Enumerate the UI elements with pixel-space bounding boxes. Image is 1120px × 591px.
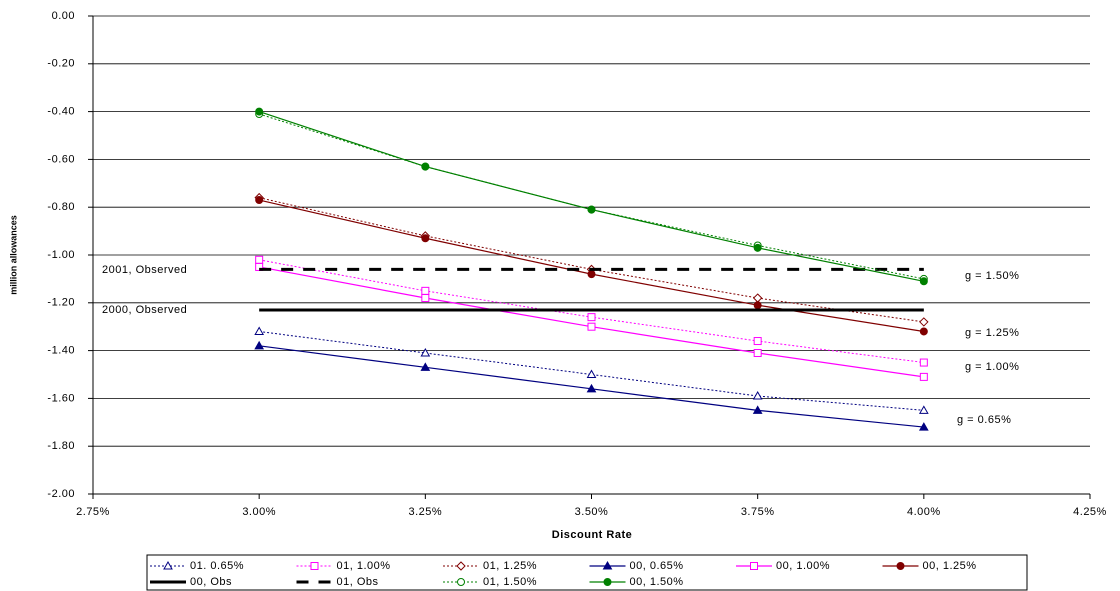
- x-tick-label: 3.75%: [741, 506, 775, 518]
- legend-label: 00, 0.65%: [630, 560, 684, 572]
- marker: [919, 277, 928, 286]
- x-tick-label: 3.50%: [575, 506, 609, 518]
- y-tick-label: -0.40: [47, 106, 75, 118]
- legend-label: 01, 1.25%: [483, 560, 537, 572]
- x-tick-label: 3.00%: [242, 506, 276, 518]
- y-tick-label: -0.80: [47, 201, 75, 213]
- legend-label: 00, 1.50%: [630, 576, 684, 588]
- legend-marker: [310, 562, 319, 570]
- y-axis-title: million allowances: [8, 215, 18, 295]
- legend-label: 01, Obs: [337, 576, 379, 588]
- marker: [421, 286, 430, 295]
- marker: [420, 347, 431, 357]
- marker: [752, 405, 763, 414]
- marker: [919, 327, 928, 336]
- marker: [752, 391, 763, 400]
- legend-label: 01, 1.50%: [483, 576, 537, 588]
- y-tick-label: -0.60: [47, 153, 75, 165]
- y-tick-label: -1.40: [47, 345, 75, 357]
- marker: [255, 196, 264, 205]
- legend-label: 01. 0.65%: [190, 560, 244, 572]
- x-tick-label: 4.00%: [907, 506, 941, 518]
- marker: [255, 255, 264, 264]
- marker: [918, 422, 929, 431]
- marker: [753, 337, 762, 346]
- marker: [753, 243, 762, 252]
- marker: [586, 383, 597, 393]
- y-tick-label: 0.00: [52, 10, 75, 22]
- legend-marker: [750, 562, 758, 570]
- marker: [919, 372, 928, 381]
- marker: [421, 294, 430, 303]
- annotation: g = 1.00%: [965, 361, 1019, 373]
- legend-marker: [456, 561, 466, 571]
- x-tick-label: 3.25%: [408, 506, 442, 518]
- marker: [753, 301, 762, 310]
- x-tick-label: 4.25%: [1073, 506, 1107, 518]
- marker: [753, 348, 762, 357]
- marker: [255, 107, 264, 116]
- marker: [420, 362, 431, 371]
- marker: [587, 270, 596, 279]
- legend-marker: [163, 560, 173, 570]
- marker: [421, 234, 430, 243]
- marker: [587, 313, 596, 322]
- legend-marker: [457, 578, 465, 586]
- y-tick-label: -1.20: [47, 297, 75, 309]
- legend-marker: [602, 560, 613, 570]
- marker: [918, 405, 929, 414]
- annotation: 2001, Observed: [102, 264, 187, 276]
- legend-label: 01, 1.00%: [337, 560, 391, 572]
- marker: [254, 326, 265, 335]
- annotation: 2000, Observed: [102, 304, 187, 316]
- y-tick-label: -1.60: [47, 392, 75, 404]
- legend-marker: [896, 562, 905, 570]
- y-tick-label: -0.20: [47, 58, 75, 70]
- y-tick-label: -1.00: [47, 249, 75, 261]
- marker: [587, 205, 596, 214]
- legend-box: [146, 554, 1028, 591]
- y-tick-label: -2.00: [47, 488, 75, 500]
- marker: [421, 162, 430, 171]
- annotation: g = 1.50%: [965, 270, 1019, 282]
- x-axis-title: Discount Rate: [552, 529, 632, 541]
- series-line: [259, 266, 924, 378]
- annotation: g = 1.25%: [965, 327, 1019, 339]
- series-line: [258, 111, 924, 282]
- legend-label: 00, Obs: [190, 576, 232, 588]
- y-tick-label: -1.80: [47, 440, 75, 452]
- marker: [919, 358, 928, 367]
- marker: [254, 340, 265, 350]
- series-line: [259, 113, 924, 280]
- series-line: [259, 197, 924, 323]
- marker: [919, 317, 929, 327]
- marker: [587, 322, 596, 331]
- x-tick-label: 2.75%: [76, 506, 110, 518]
- marker: [752, 293, 763, 303]
- marker: [586, 369, 597, 378]
- legend-marker: [603, 578, 612, 586]
- annotation: g = 0.65%: [957, 414, 1011, 426]
- legend-label: 00, 1.25%: [923, 560, 977, 572]
- legend-label: 00, 1.00%: [776, 560, 830, 572]
